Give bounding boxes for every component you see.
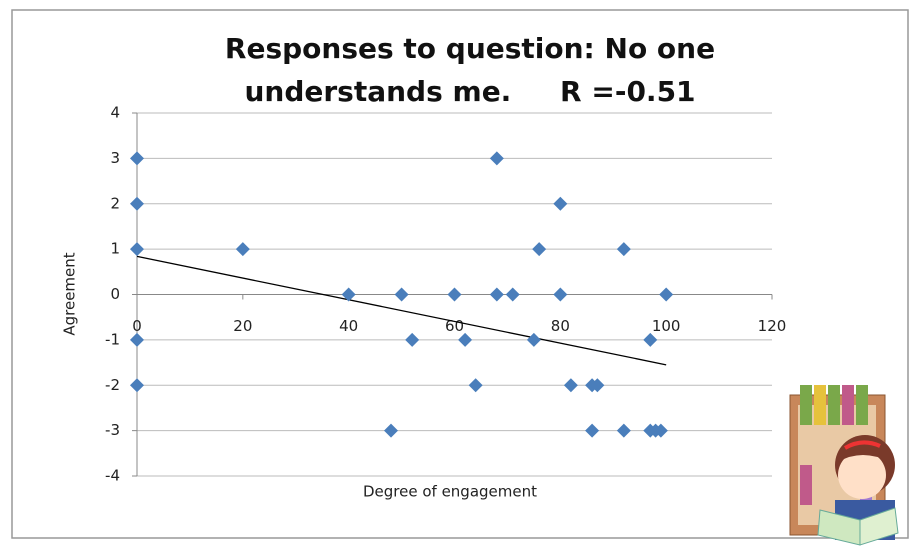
y-tick-label: 1 (110, 240, 120, 258)
y-axis-title: Agreement (61, 252, 79, 335)
chart-title: Responses to question: No one (225, 32, 715, 65)
y-tick-label: 3 (110, 149, 120, 167)
x-axis-title: Degree of engagement (363, 483, 537, 501)
y-tick-label: 4 (110, 104, 120, 122)
x-tick-label: 120 (758, 317, 787, 335)
chart: Responses to question: No one understand… (0, 0, 915, 549)
y-tick-label: 0 (110, 285, 120, 303)
illustration (790, 385, 898, 545)
x-tick-label: 100 (652, 317, 681, 335)
x-tick-label: 80 (551, 317, 570, 335)
chart-title: understands me. R =-0.51 (244, 75, 695, 108)
y-tick-label: -4 (105, 467, 120, 485)
x-tick-label: 40 (339, 317, 358, 335)
y-tick-label: 2 (110, 194, 120, 212)
y-tick-label: -2 (105, 376, 120, 394)
x-tick-label: 0 (132, 317, 142, 335)
y-tick-label: -1 (105, 330, 120, 348)
y-tick-label: -3 (105, 421, 120, 439)
x-tick-label: 20 (233, 317, 252, 335)
